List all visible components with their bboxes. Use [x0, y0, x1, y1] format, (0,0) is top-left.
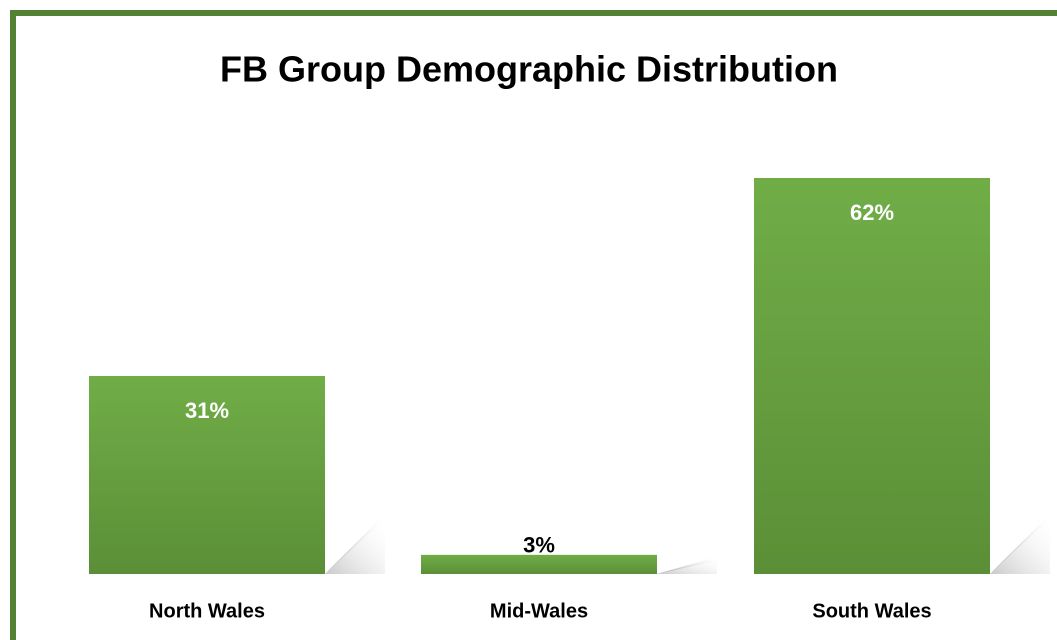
- bar-shadow: [657, 556, 717, 574]
- x-tick-label: North Wales: [149, 600, 265, 622]
- data-label: 31%: [185, 398, 229, 423]
- x-tick-label: Mid-Wales: [490, 600, 588, 622]
- bar: [89, 376, 325, 574]
- bar-shadow: [325, 514, 385, 574]
- x-tick-label: South Wales: [812, 600, 931, 622]
- bar: [754, 178, 990, 574]
- chart-title: FB Group Demographic Distribution: [220, 49, 838, 90]
- data-label: 3%: [523, 533, 555, 558]
- data-label: 62%: [850, 200, 894, 225]
- bar: [421, 554, 657, 574]
- bar-shadow: [990, 514, 1050, 574]
